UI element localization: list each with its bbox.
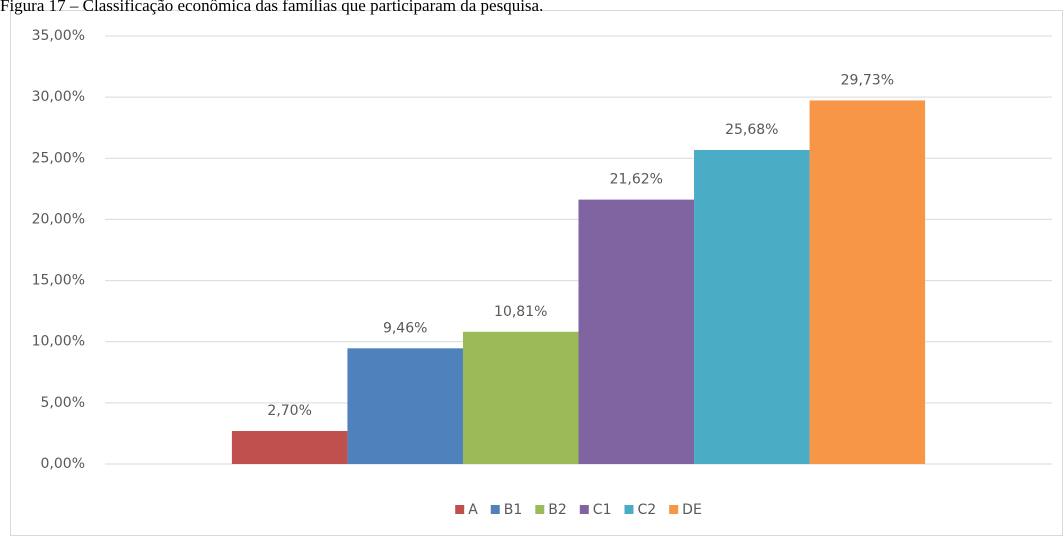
bar: [347, 348, 463, 464]
legend-swatch: [455, 505, 465, 514]
legend-swatch: [579, 505, 589, 514]
y-tick-label: 35,00%: [32, 28, 85, 44]
bar: [809, 100, 926, 464]
legend-label: B1: [504, 502, 523, 518]
data-label: 2,70%: [267, 403, 311, 419]
bar: [231, 430, 348, 464]
legend-swatch: [669, 505, 679, 514]
bar: [578, 199, 695, 464]
legend-swatch: [535, 505, 545, 514]
y-tick-label: 5,00%: [41, 395, 85, 411]
chart-title: Figura 17 – Classificação econômica das …: [0, 0, 543, 15]
y-tick-label: 0,00%: [41, 456, 85, 472]
legend-swatch: [490, 505, 500, 514]
y-tick-label: 15,00%: [32, 273, 85, 289]
y-tick-label: 20,00%: [32, 211, 85, 227]
y-tick-label: 25,00%: [32, 150, 85, 166]
legend-label: C2: [637, 502, 656, 518]
data-label: 29,73%: [841, 72, 894, 88]
data-label: 25,68%: [725, 122, 778, 138]
bar: [694, 149, 810, 465]
legend-swatch: [624, 505, 634, 514]
legend-label: A: [468, 502, 478, 518]
data-label: 9,46%: [383, 320, 427, 336]
y-tick-label: 10,00%: [32, 334, 85, 350]
data-label: 21,62%: [610, 172, 663, 188]
legend-label: B2: [548, 502, 567, 518]
y-tick-label: 30,00%: [32, 89, 85, 105]
legend-label: DE: [682, 502, 702, 518]
legend-label: C1: [593, 502, 612, 518]
bar: [462, 331, 579, 464]
data-label: 10,81%: [494, 304, 547, 320]
